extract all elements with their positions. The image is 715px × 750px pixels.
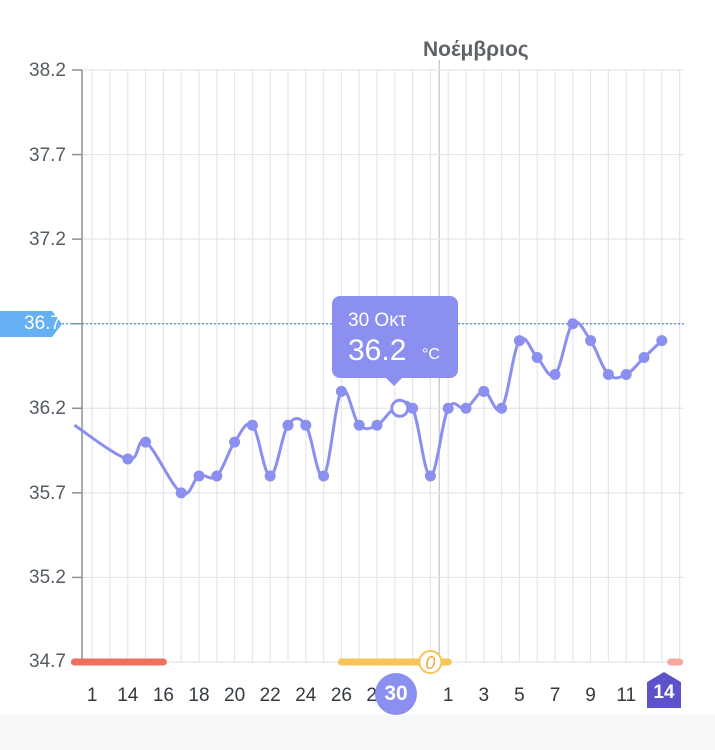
data-point	[424, 470, 436, 482]
y-tick-label: 34.7	[29, 651, 66, 672]
x-tick-label[interactable]: 22	[259, 685, 281, 706]
x-tick-label[interactable]: 7	[549, 685, 561, 706]
bottom-strip	[0, 715, 715, 750]
data-point	[531, 352, 543, 364]
data-point	[371, 419, 383, 431]
data-point	[335, 385, 347, 397]
x-tick-label[interactable]: 26	[330, 685, 352, 706]
data-point	[567, 318, 579, 330]
data-point	[282, 419, 294, 431]
data-point	[211, 470, 223, 482]
data-point	[460, 402, 472, 414]
reference-flag: 36.7	[0, 311, 62, 337]
point-layer	[122, 318, 668, 499]
data-point	[140, 436, 152, 448]
data-point	[513, 335, 525, 347]
x-tick-label[interactable]: 11	[616, 685, 637, 706]
y-tick-label: 37.7	[29, 145, 66, 166]
x-tick-label[interactable]: 1	[86, 685, 98, 706]
x-tick-label[interactable]: 3	[478, 685, 490, 706]
data-point	[442, 402, 454, 414]
y-tick-label: 38.2	[29, 60, 66, 81]
y-tick-label: 37.2	[29, 229, 66, 250]
data-point	[122, 453, 134, 465]
value-tooltip: 30 Οκτ 36.2 °C	[332, 296, 458, 386]
x-tick-label[interactable]: 5	[514, 685, 525, 706]
data-point	[656, 335, 668, 347]
selected-data-point	[390, 398, 410, 418]
x-tick-label[interactable]: 14	[117, 685, 139, 706]
ovulation-marker-label: 0	[425, 653, 435, 673]
tooltip-date: 30 Οκτ	[348, 310, 407, 331]
x-tick-label[interactable]: 1	[442, 685, 454, 706]
data-point	[193, 470, 205, 482]
x-tick-label[interactable]: 16	[152, 685, 174, 706]
x-tick-label[interactable]: 24	[295, 685, 317, 706]
ovulation-marker	[418, 650, 443, 674]
x-tick-label[interactable]: 20	[224, 685, 246, 706]
data-point	[246, 419, 258, 431]
y-tick-label: 35.2	[29, 567, 66, 588]
data-point	[496, 402, 508, 414]
data-point	[318, 470, 330, 482]
month-label: Νοέμβριος	[423, 38, 529, 61]
data-point	[407, 402, 419, 414]
data-point	[478, 385, 490, 397]
data-point	[264, 470, 276, 482]
y-tick-label: 35.7	[29, 483, 66, 504]
x-tick-label[interactable]: 18	[188, 685, 210, 706]
data-point	[549, 368, 561, 380]
data-point	[229, 436, 241, 448]
data-point	[602, 368, 614, 380]
data-point	[175, 487, 187, 499]
data-point	[353, 419, 365, 431]
x-tick-label[interactable]: 9	[585, 685, 596, 706]
data-point	[585, 335, 597, 347]
phase-bar-layer: 0	[70, 650, 684, 674]
y-tick-label: 36.2	[29, 398, 66, 419]
data-point	[300, 419, 312, 431]
tooltip-unit: °C	[422, 346, 440, 363]
tooltip-value: 36.2	[348, 334, 407, 367]
selected-day-marker[interactable]: 30	[375, 673, 417, 715]
data-point	[638, 352, 650, 364]
data-point	[620, 368, 632, 380]
